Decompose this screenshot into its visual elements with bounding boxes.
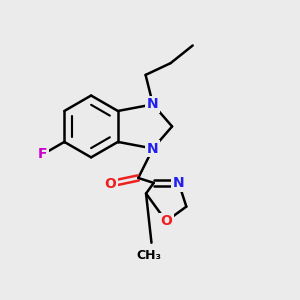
Text: O: O — [104, 177, 116, 191]
Text: F: F — [38, 147, 47, 161]
Text: N: N — [147, 98, 159, 111]
Text: CH₃: CH₃ — [136, 249, 161, 262]
Text: N: N — [173, 176, 184, 190]
Text: N: N — [147, 142, 159, 155]
Text: O: O — [160, 214, 172, 228]
